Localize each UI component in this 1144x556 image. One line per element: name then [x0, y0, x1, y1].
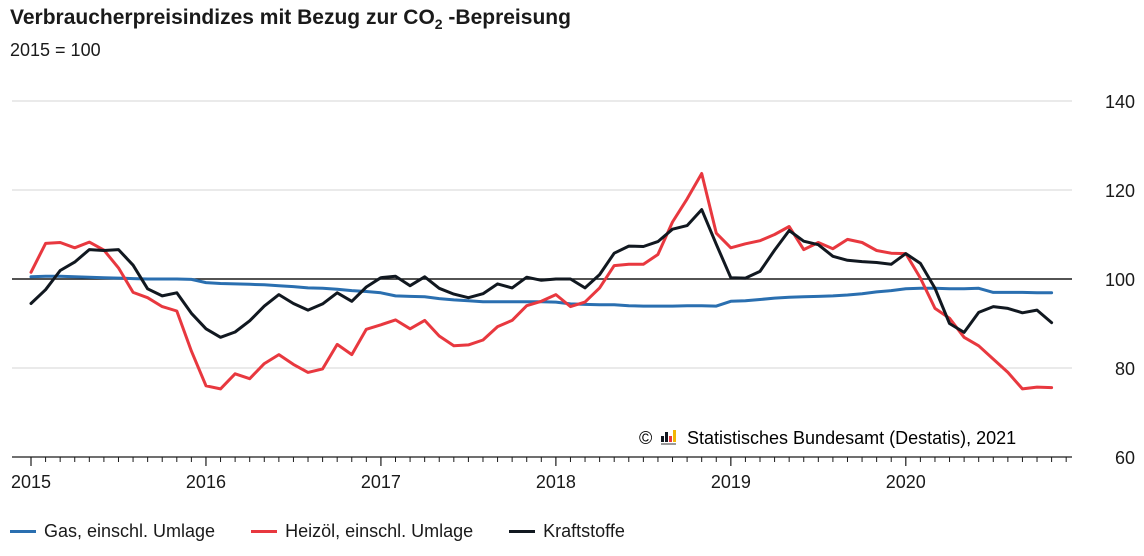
legend-item: Gas, einschl. Umlage [10, 521, 215, 542]
chart-subtitle: 2015 = 100 [10, 40, 101, 60]
legend-swatch [10, 529, 36, 533]
legend: Gas, einschl. Umlage Heizöl, einschl. Uml… [10, 518, 661, 544]
chart-title-subscript: 2 [434, 16, 443, 33]
source-text: Statistisches Bundesamt (Destatis), 2021 [687, 428, 1016, 448]
x-axis: 2015 2016 2017 2018 2019 2020 [11, 456, 1072, 492]
x-tick-label: 2018 [536, 472, 576, 492]
y-tick-label: 80 [1115, 359, 1135, 379]
x-tick-label: 2019 [711, 472, 751, 492]
y-tick-label: 60 [1115, 448, 1135, 468]
chart-title: Verbraucherpreisindizes mit Bezug zur CO… [10, 6, 571, 32]
series-line-heiz-l-einschl-umlage [29, 172, 1054, 391]
legend-swatch [251, 529, 278, 533]
y-tick-label: 140 [1105, 92, 1135, 112]
grid-lines [12, 100, 1072, 369]
source-note: © Statistisches Bundesamt (Destatis), 20… [639, 428, 1016, 448]
legend-label: Kraftstoffe [543, 520, 625, 541]
chart-title-suffix: -Bepreisung [442, 6, 571, 29]
legend-label: Gas, einschl. Umlage [44, 520, 216, 541]
y-tick-label: 100 [1105, 270, 1135, 290]
x-tick-label: 2016 [186, 472, 226, 492]
destatis-logo-icon [661, 430, 676, 445]
series-line-kraftstoffe [29, 208, 1054, 339]
legend-item: Heizöl, einschl. Umlage [251, 521, 473, 542]
x-tick-label: 2015 [11, 472, 51, 492]
legend-item: Kraftstoffe [509, 521, 625, 542]
legend-label: Heizöl, einschl. Umlage [285, 520, 474, 541]
y-tick-label: 120 [1105, 181, 1135, 201]
copyright-symbol: © [639, 428, 652, 448]
legend-swatch [509, 529, 536, 533]
chart-title-prefix: Verbraucherpreisindizes mit Bezug zur CO [10, 6, 435, 29]
series-lines [29, 172, 1054, 391]
x-tick-label: 2020 [886, 472, 926, 492]
x-tick-label: 2017 [361, 472, 401, 492]
y-axis-tick-labels: 60 80 100 120 140 [1105, 92, 1135, 468]
